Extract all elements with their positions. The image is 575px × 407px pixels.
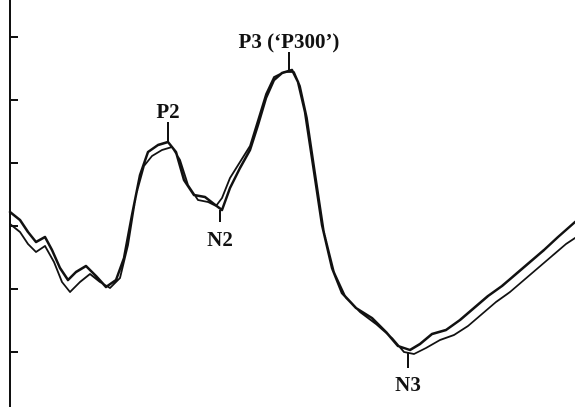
peak-label: P2: [156, 99, 179, 123]
peak-label: P3 (‘P300’): [239, 29, 340, 53]
waveform: [8, 68, 575, 352]
peak-label: N2: [207, 227, 233, 251]
waveform: [9, 71, 575, 355]
axis-ticks: [10, 36, 18, 353]
peak-label: N3: [395, 372, 421, 396]
